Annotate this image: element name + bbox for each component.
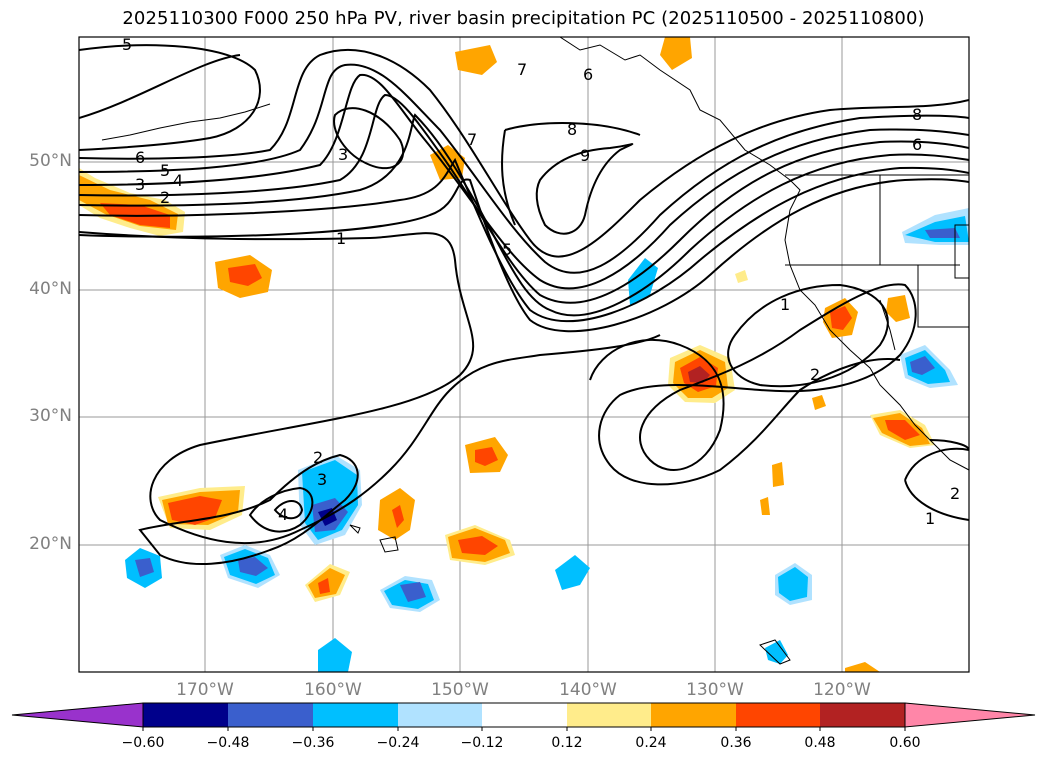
lon-label: 160°W <box>304 680 362 700</box>
contour-label: 6 <box>583 65 593 84</box>
colorbar-swatch <box>313 703 398 727</box>
colorbar-tick-label: 0.60 <box>889 735 921 751</box>
colorbar-tick-label: −0.12 <box>460 735 504 751</box>
colorbar-tick-label: −0.24 <box>376 735 420 751</box>
contour-label: 4 <box>173 171 183 190</box>
contour-label: 7 <box>467 130 477 149</box>
contour-label: 6 <box>912 135 922 154</box>
pv-contours <box>79 44 969 565</box>
coastlines <box>101 37 969 665</box>
contour-label: 2 <box>810 365 820 384</box>
lon-label: 170°W <box>176 680 234 700</box>
contour-label: 3 <box>135 175 145 194</box>
colorbar <box>11 702 1036 731</box>
lon-label: 140°W <box>559 680 617 700</box>
contour-label: 1 <box>336 229 346 248</box>
contour-label: 5 <box>502 240 512 259</box>
colorbar-tick-label: −0.36 <box>291 735 335 751</box>
plot-frame <box>78 36 970 673</box>
contour-label: 2 <box>950 484 960 503</box>
lon-label: 150°W <box>431 680 489 700</box>
colorbar-swatch <box>228 703 313 727</box>
contour-label: 8 <box>567 120 577 139</box>
lon-label: 120°W <box>813 680 871 700</box>
lat-label: 50°N <box>29 151 72 171</box>
colorbar-swatch <box>482 703 567 727</box>
contour-label: 5 <box>122 35 132 54</box>
colorbar-tick-label: 0.36 <box>720 735 752 751</box>
colorbar-extend-min <box>11 702 144 728</box>
contour-label: 8 <box>912 105 922 124</box>
contour-label: 4 <box>278 505 288 524</box>
colorbar-tick-label: −0.48 <box>206 735 250 751</box>
map-title: 2025110300 F000 250 hPa PV, river basin … <box>122 8 925 29</box>
colorbar-tick-label: 0.48 <box>804 735 836 751</box>
colorbar-swatch <box>143 703 228 727</box>
contour-label: 3 <box>317 470 327 489</box>
colorbar-swatch <box>736 703 820 727</box>
colorbar-tick-label: −0.60 <box>121 735 165 751</box>
lat-label: 30°N <box>29 406 72 426</box>
colorbar-swatch <box>398 703 482 727</box>
contour-label: 1 <box>780 295 790 314</box>
plot-area <box>79 37 969 672</box>
lat-label: 40°N <box>29 279 72 299</box>
colorbar-tick-label: 0.24 <box>635 735 667 751</box>
contour-label: 1 <box>925 509 935 528</box>
colorbar-swatch <box>651 703 736 727</box>
contour-label: 5 <box>160 161 170 180</box>
contour-label: 7 <box>517 60 527 79</box>
lat-label: 20°N <box>29 534 72 554</box>
colorbar-swatch <box>567 703 651 727</box>
colorbar-tick-label: 0.12 <box>551 735 583 751</box>
contour-label: 6 <box>135 148 145 167</box>
contour-labels: 5 6 5 4 3 2 1 3 7 7 8 9 5 6 6 8 1 2 2 3 … <box>122 35 960 528</box>
colorbar-swatch <box>820 703 905 727</box>
lon-label: 130°W <box>686 680 744 700</box>
colorbar-extend-max <box>904 702 1036 728</box>
contour-label: 3 <box>338 145 348 164</box>
contour-label: 2 <box>313 448 323 467</box>
contour-label: 2 <box>160 188 170 207</box>
contour-label: 9 <box>580 146 590 165</box>
